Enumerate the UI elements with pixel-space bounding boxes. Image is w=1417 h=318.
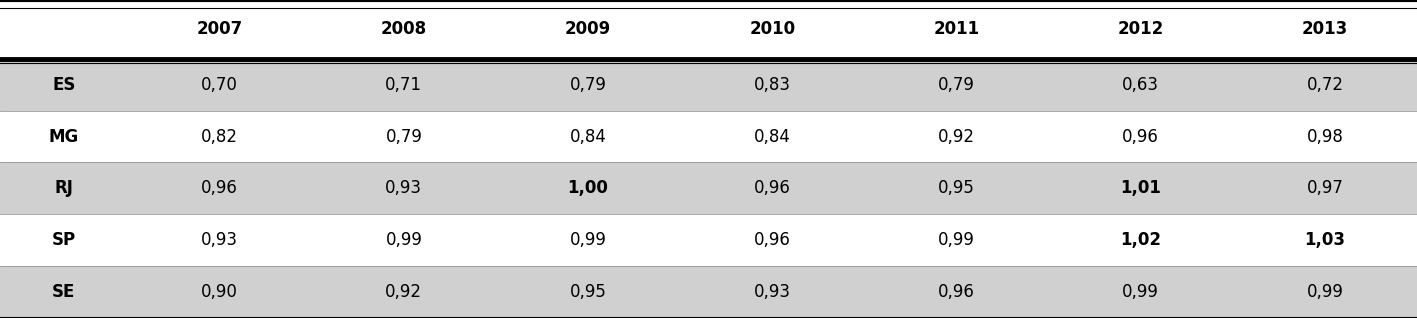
- Text: 2008: 2008: [381, 20, 427, 38]
- Text: 0,96: 0,96: [938, 283, 975, 301]
- Text: SP: SP: [51, 231, 77, 249]
- Text: 0,72: 0,72: [1306, 76, 1343, 94]
- Bar: [0, 214, 1417, 266]
- Text: 1,01: 1,01: [1121, 179, 1161, 197]
- Text: 0,97: 0,97: [1306, 179, 1343, 197]
- Text: RJ: RJ: [54, 179, 74, 197]
- Text: 0,71: 0,71: [385, 76, 422, 94]
- Text: 0,96: 0,96: [1122, 128, 1159, 146]
- Text: 0,99: 0,99: [570, 231, 606, 249]
- Text: 0,92: 0,92: [938, 128, 975, 146]
- Bar: [0, 266, 1417, 318]
- Text: 0,93: 0,93: [201, 231, 238, 249]
- Text: SE: SE: [52, 283, 75, 301]
- Text: 0,96: 0,96: [754, 231, 791, 249]
- Text: 0,99: 0,99: [938, 231, 975, 249]
- Bar: [0, 59, 1417, 111]
- Text: 0,96: 0,96: [754, 179, 791, 197]
- Text: 0,93: 0,93: [385, 179, 422, 197]
- Text: 0,92: 0,92: [385, 283, 422, 301]
- Text: 0,99: 0,99: [1122, 283, 1159, 301]
- Text: 2009: 2009: [565, 20, 611, 38]
- Text: 0,79: 0,79: [385, 128, 422, 146]
- Bar: [0, 0, 1417, 59]
- Text: 0,70: 0,70: [201, 76, 238, 94]
- Text: 0,95: 0,95: [938, 179, 975, 197]
- Text: 0,79: 0,79: [938, 76, 975, 94]
- Text: 2007: 2007: [197, 20, 242, 38]
- Text: 0,83: 0,83: [754, 76, 791, 94]
- Text: 1,03: 1,03: [1305, 231, 1345, 249]
- Text: 1,02: 1,02: [1121, 231, 1161, 249]
- Text: 2011: 2011: [934, 20, 979, 38]
- Text: 1,00: 1,00: [568, 179, 608, 197]
- Text: 0,63: 0,63: [1122, 76, 1159, 94]
- Text: 2012: 2012: [1118, 20, 1163, 38]
- Text: 0,99: 0,99: [385, 231, 422, 249]
- Bar: [0, 111, 1417, 162]
- Text: 0,79: 0,79: [570, 76, 606, 94]
- Text: ES: ES: [52, 76, 75, 94]
- Text: 0,99: 0,99: [1306, 283, 1343, 301]
- Text: 0,98: 0,98: [1306, 128, 1343, 146]
- Bar: [0, 162, 1417, 214]
- Text: 0,84: 0,84: [754, 128, 791, 146]
- Text: 2010: 2010: [750, 20, 795, 38]
- Text: 0,84: 0,84: [570, 128, 606, 146]
- Text: 0,96: 0,96: [201, 179, 238, 197]
- Text: MG: MG: [48, 128, 79, 146]
- Text: 0,93: 0,93: [754, 283, 791, 301]
- Text: 2013: 2013: [1302, 20, 1348, 38]
- Text: 0,82: 0,82: [201, 128, 238, 146]
- Text: 0,95: 0,95: [570, 283, 606, 301]
- Text: 0,90: 0,90: [201, 283, 238, 301]
